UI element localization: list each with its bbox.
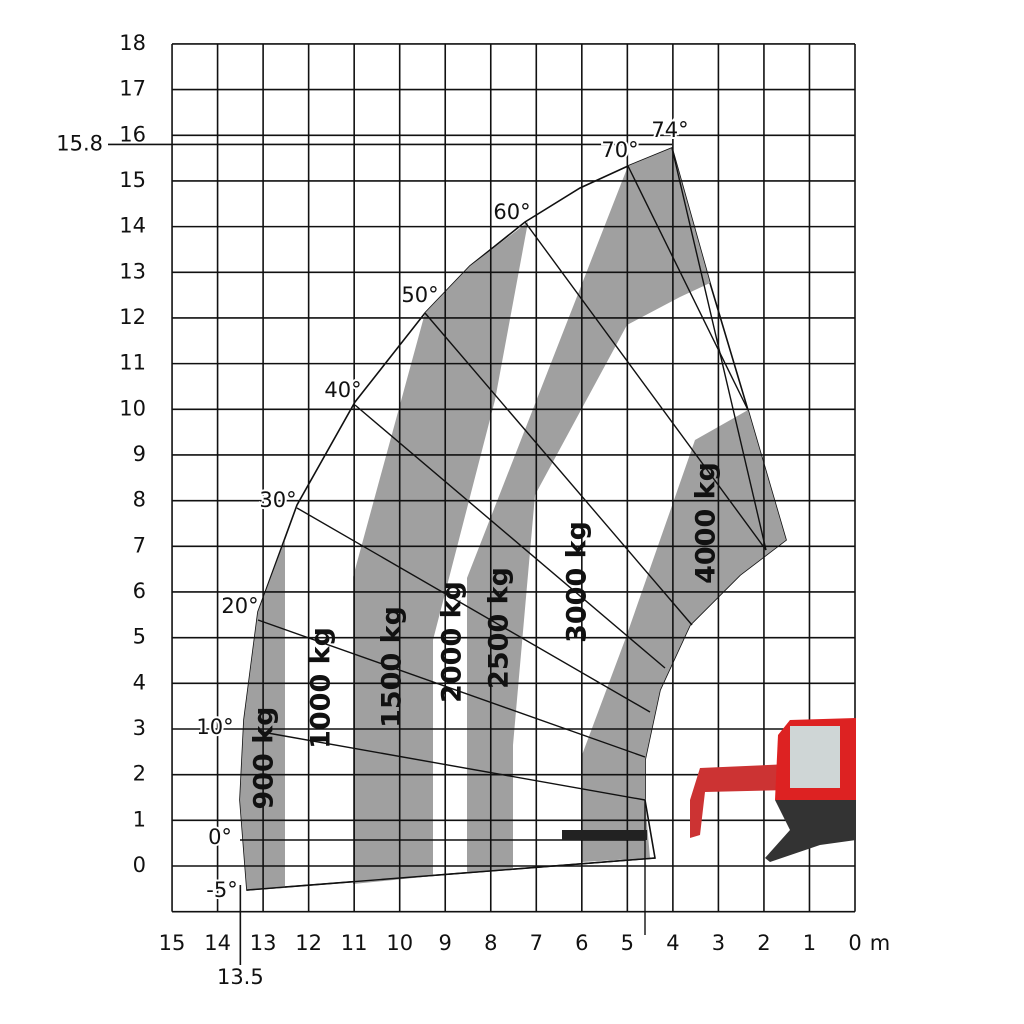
angle-line (627, 165, 749, 411)
y-tick-label: 8 (133, 488, 146, 512)
y-tick-label: 13 (119, 259, 146, 283)
angle-label: 74° (651, 118, 688, 142)
x-tick-label: 2 (757, 931, 770, 955)
x-tick-label: 12 (295, 931, 322, 955)
x-tick-label: 9 (439, 931, 452, 955)
angle-label: 70° (601, 138, 638, 162)
y-tick-label: 14 (119, 214, 146, 238)
x-tick-label: 5 (621, 931, 634, 955)
angle-label: 10° (196, 715, 233, 739)
x-tick-label: 7 (530, 931, 543, 955)
y-tick-label: 1 (133, 807, 146, 831)
load-zones (239, 146, 787, 891)
x-tick-label: 14 (204, 931, 231, 955)
angle-label: 20° (221, 594, 258, 618)
y-tick-label: 3 (133, 716, 146, 740)
x-tick-label: 13 (250, 931, 277, 955)
angle-line (261, 731, 646, 801)
angle-label: 60° (493, 200, 530, 224)
x-tick-label: 1 (803, 931, 816, 955)
x-tick-label: 6 (575, 931, 588, 955)
zone-label: 3000 kg (562, 521, 593, 643)
y-tick-label: 18 (119, 31, 146, 55)
y-tick-label: 0 (133, 853, 146, 877)
angle-label: 0° (208, 825, 232, 849)
x-tick-label: 10 (386, 931, 413, 955)
angle-line (246, 857, 656, 891)
labels: 15 14 13 12 11 10 9 8 7 6 5 4 3 2 1 0012345678910111213… (56, 31, 890, 989)
max-reach-label: 13.5 (217, 965, 264, 989)
y-tick-label: 4 (133, 670, 146, 694)
y-tick-label: 9 (133, 442, 146, 466)
angle-label: -5° (206, 878, 237, 902)
x-tick-label: 15 (159, 931, 186, 955)
y-tick-label: 2 (133, 762, 146, 786)
x-unit: m (870, 931, 890, 955)
zone-label: 4000 kg (691, 462, 722, 584)
x-tick-label: 3 (712, 931, 725, 955)
angle-line (671, 147, 767, 551)
angle-line (424, 312, 693, 626)
zone-label: 2000 kg (437, 581, 468, 703)
x-tick-label: 4 (666, 931, 679, 955)
zone-label: 2500 kg (484, 567, 515, 689)
angle-label: 40° (324, 378, 361, 402)
y-tick-label: 17 (119, 77, 146, 101)
y-tick-label: 12 (119, 305, 146, 329)
x-tick-label: 8 (484, 931, 497, 955)
cab-window (790, 726, 840, 788)
angle-label: 50° (401, 283, 438, 307)
zone-1500 (353, 222, 528, 884)
y-tick-label: 10 (119, 396, 146, 420)
boom (690, 764, 790, 838)
zone-4000 (582, 410, 786, 862)
angle-line (257, 619, 646, 758)
attachment (562, 830, 647, 840)
zone-label: 1500 kg (377, 606, 408, 728)
y-tick-label: 16 (119, 122, 146, 146)
y-tick-label: 7 (133, 533, 146, 557)
angle-line (296, 507, 651, 713)
x-tick-label: 0 (848, 931, 861, 955)
chassis (765, 800, 856, 862)
y-tick-label: 6 (133, 579, 146, 603)
machine (562, 718, 856, 862)
angle-label: 30° (259, 488, 296, 512)
x-tick-label: 11 (341, 931, 368, 955)
max-height-label: 15.8 (56, 131, 103, 155)
angle-line (524, 221, 767, 551)
zone-label: 1000 kg (306, 627, 337, 749)
angle-line (354, 404, 666, 669)
y-tick-label: 15 (119, 168, 146, 192)
y-tick-label: 11 (119, 351, 146, 375)
zone-label: 900 kg (249, 706, 280, 809)
y-tick-label: 5 (133, 625, 146, 649)
